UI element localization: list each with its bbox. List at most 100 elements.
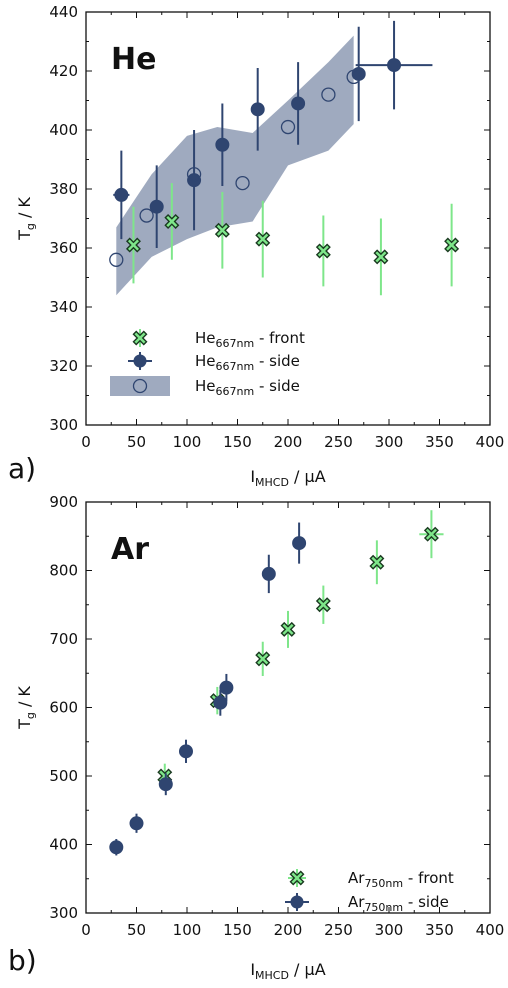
x-axis-label: IMHCD / μA [250, 467, 325, 489]
y-axis-label-part: / K [15, 686, 34, 713]
legend-label: He667nm - side [195, 377, 300, 398]
legend-label-part: Ar [348, 893, 365, 911]
x-tick-label: 100 [173, 433, 202, 451]
data-point-side [114, 187, 129, 202]
y-tick-label: 380 [49, 180, 78, 198]
panel-title: Ar [111, 532, 149, 567]
x-tick-label: 50 [127, 433, 146, 451]
y-axis-label: Tg / K [15, 197, 37, 241]
y-tick-label: 420 [49, 62, 78, 80]
x-axis-label-part: I [250, 960, 255, 979]
legend-label-part: 750nm [364, 877, 403, 890]
legend-label: He667nm - side [195, 352, 300, 373]
x-axis-label: IMHCD / μA [250, 960, 325, 982]
series-circle-filled [113, 20, 433, 248]
legend-marker-front [289, 870, 305, 886]
data-point-front [164, 213, 180, 229]
data-point-front [255, 231, 271, 247]
data-point-side [219, 680, 234, 695]
legend-label-part: 667nm [216, 360, 255, 373]
x-axis-label-part: / μA [289, 960, 326, 979]
y-tick-label: 400 [49, 836, 78, 854]
data-point-side [149, 199, 164, 214]
legend-label-part: - side [254, 352, 300, 370]
y-axis-label-part: T [15, 230, 34, 241]
x-tick-label: 0 [81, 433, 91, 451]
data-point-side-open [280, 119, 296, 135]
panel-title: He [111, 42, 156, 77]
y-tick-label: 500 [49, 767, 78, 785]
data-point-side-open [139, 208, 154, 223]
data-point-side [129, 816, 144, 831]
data-point-side-open [109, 252, 124, 267]
y-tick-label: 700 [49, 630, 78, 648]
x-axis-label-part: MHCD [255, 476, 289, 489]
x-axis-label-part: I [250, 467, 255, 486]
data-point-front [423, 526, 439, 542]
data-point-front [315, 243, 331, 259]
series-circle-open [109, 69, 361, 267]
data-point-side-open [235, 175, 250, 191]
data-point-front [280, 621, 296, 637]
y-tick-label: 320 [49, 357, 78, 375]
data-point-side [261, 566, 276, 581]
y-tick-label: 800 [49, 562, 78, 580]
x-tick-label: 0 [81, 921, 91, 939]
legend-label-part: He [195, 377, 216, 395]
data-point-side [215, 137, 230, 152]
x-tick-label: 400 [476, 921, 505, 939]
legend-band-swatch [110, 376, 170, 396]
data-point-side [292, 536, 307, 551]
legend-label-part: He [195, 329, 216, 347]
legend-marker-side-open [132, 378, 148, 394]
y-axis-label: Tg / K [15, 686, 37, 730]
x-tick-label: 300 [375, 433, 404, 451]
legend-marker-side [290, 895, 304, 909]
data-point-side [387, 58, 402, 73]
data-point-side [109, 840, 124, 855]
data-point-side [351, 66, 366, 81]
data-point-side-open [186, 167, 202, 182]
data-point-side [250, 102, 265, 117]
legend-label-part: - front [403, 869, 454, 887]
y-tick-label: 400 [49, 121, 78, 139]
y-tick-label: 900 [49, 493, 78, 511]
legend-label: He667nm - front [195, 329, 305, 350]
data-point-front [125, 237, 141, 253]
y-tick-label: 340 [49, 298, 78, 316]
y-axis-label-part: g [24, 223, 37, 230]
series-circle-filled [109, 522, 307, 856]
y-axis-label-part: g [24, 712, 37, 719]
legend-label-part: 667nm [216, 385, 255, 398]
panel-letter: b) [8, 944, 37, 977]
series-x-filled [125, 183, 460, 296]
legend-marker-front [132, 330, 148, 346]
legend-label-part: He [195, 352, 216, 370]
chart-panel-ar: 0 50 100 150 200 250 300 350 400 300 400 500 600 700 8… [8, 493, 504, 982]
y-tick-label: 360 [49, 239, 78, 257]
data-point-front [444, 237, 460, 253]
y-tick-label: 300 [49, 416, 78, 434]
data-point-front [315, 597, 331, 613]
data-point-side-open [321, 87, 336, 102]
x-tick-label: 100 [173, 921, 202, 939]
legend-label-part: Ar [348, 869, 365, 887]
x-tick-label: 250 [324, 433, 353, 451]
x-tick-label: 150 [223, 433, 252, 451]
x-tick-label: 300 [375, 921, 404, 939]
legend-label-part: - side [254, 377, 300, 395]
x-axis-label-part: / μA [289, 467, 326, 486]
x-tick-label: 350 [425, 433, 454, 451]
y-axis-label-part: / K [15, 197, 34, 224]
data-point-front [214, 222, 230, 238]
x-tick-label: 150 [223, 921, 252, 939]
data-point-side [213, 695, 228, 710]
data-point-side [178, 744, 193, 759]
y-tick-label: 300 [49, 904, 78, 922]
legend-marker-side [133, 354, 147, 368]
data-point-front [369, 554, 385, 570]
data-point-side [291, 96, 306, 111]
